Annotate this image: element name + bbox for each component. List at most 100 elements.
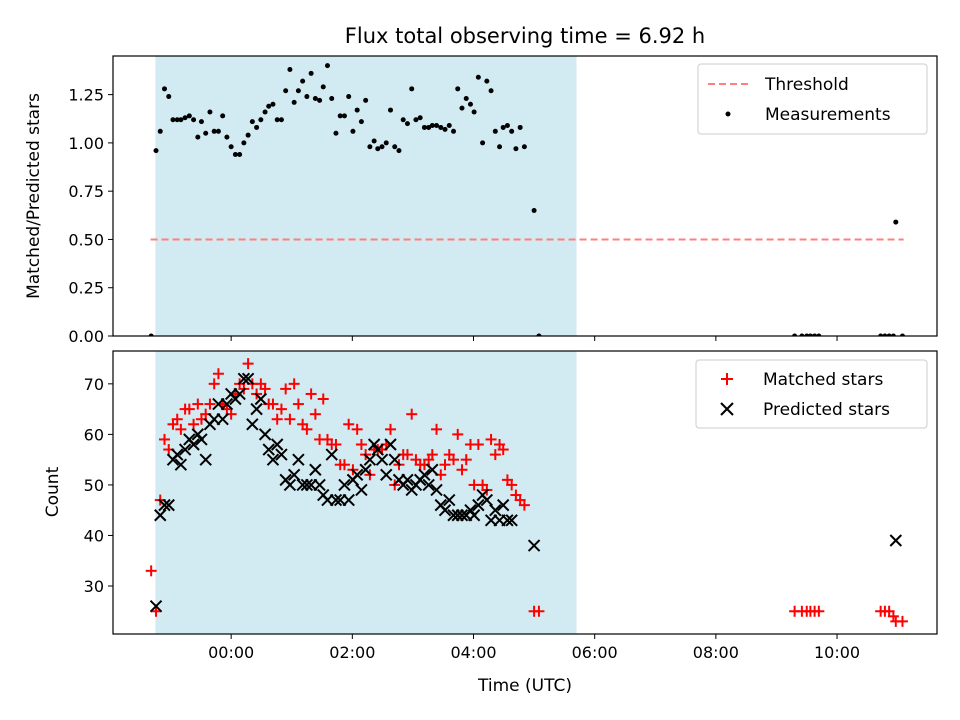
- data-point: [170, 117, 176, 123]
- data-point: [292, 398, 304, 410]
- data-point: [203, 130, 209, 136]
- legend-ratio-frame: [697, 63, 928, 135]
- data-point: [333, 130, 339, 136]
- data-point: [463, 95, 469, 101]
- x-tick-label: 02:00: [329, 643, 375, 662]
- data-point: [497, 144, 503, 150]
- data-point: [342, 493, 355, 507]
- data-point: [401, 449, 413, 461]
- data-point: [212, 368, 224, 380]
- data-point: [439, 459, 451, 471]
- data-point: [275, 448, 288, 461]
- data-point: [379, 144, 385, 150]
- data-point: [443, 493, 456, 507]
- data-point: [367, 144, 373, 150]
- data-point: [341, 113, 347, 119]
- data-point: [455, 509, 469, 522]
- data-point: [191, 117, 197, 123]
- data-point: [148, 333, 154, 336]
- data-point: [330, 438, 342, 450]
- data-point: [504, 123, 510, 129]
- data-point: [371, 443, 384, 456]
- data-point: [300, 478, 314, 492]
- data-point: [467, 509, 481, 522]
- data-point: [329, 493, 343, 507]
- data-point: [308, 70, 314, 76]
- x-tick-label: 10:00: [814, 643, 860, 662]
- data-point: [287, 468, 301, 482]
- data-point: [387, 107, 393, 113]
- data-point: [262, 443, 275, 456]
- data-point: [509, 128, 515, 134]
- data-point: [338, 459, 350, 471]
- data-point: [792, 333, 798, 336]
- data-point: [446, 123, 452, 129]
- data-point: [475, 74, 481, 80]
- data-point: [162, 86, 167, 92]
- data-point: [270, 101, 276, 107]
- data-point: [259, 383, 271, 395]
- legend-matched-swatch: [721, 373, 733, 385]
- data-point: [438, 124, 444, 130]
- data-point: [384, 423, 396, 435]
- data-point: [887, 610, 899, 622]
- data-point: [807, 333, 813, 336]
- data-point: [413, 117, 419, 123]
- data-point: [467, 101, 473, 107]
- observing-span-count: [155, 351, 577, 634]
- data-point: [174, 458, 188, 471]
- data-point: [430, 483, 443, 497]
- data-point: [521, 144, 527, 150]
- data-point: [242, 358, 254, 370]
- data-point: [195, 433, 208, 446]
- data-point: [178, 443, 192, 456]
- data-point: [288, 378, 300, 390]
- data-point: [893, 219, 899, 225]
- data-point: [158, 498, 171, 512]
- data-point: [456, 464, 468, 476]
- x-tick-label: 04:00: [450, 643, 496, 662]
- legend-matched-label: Matched stars: [763, 370, 883, 390]
- y-tick-label: 0.75: [68, 182, 104, 201]
- data-point: [283, 88, 289, 94]
- data-point: [178, 117, 184, 123]
- data-point: [241, 372, 255, 386]
- y-tick-label: 0.25: [68, 279, 104, 298]
- data-point: [500, 124, 506, 130]
- data-point: [271, 413, 283, 425]
- data-point: [166, 94, 172, 100]
- data-point: [485, 433, 497, 445]
- data-point: [304, 94, 310, 100]
- data-point: [287, 67, 293, 73]
- data-point: [363, 453, 377, 466]
- data-point: [422, 478, 435, 492]
- x-axis-label: Time (UTC): [477, 676, 572, 696]
- legend-measurements-swatch: [725, 111, 731, 117]
- data-point: [882, 333, 888, 336]
- data-point: [799, 333, 805, 336]
- data-point: [338, 478, 351, 492]
- data-point: [278, 117, 284, 123]
- data-point: [249, 119, 255, 125]
- data-point: [237, 151, 243, 157]
- data-point: [220, 113, 226, 119]
- data-point: [501, 514, 514, 527]
- data-point: [346, 94, 352, 100]
- panel-ratio: 0.00 0.25 0.50 0.75 1.00 1.25: [68, 55, 938, 346]
- data-point: [431, 423, 443, 435]
- data-point: [192, 398, 204, 410]
- data-point: [175, 423, 187, 435]
- data-point: [183, 403, 195, 415]
- data-point: [245, 132, 251, 138]
- data-point: [233, 387, 246, 401]
- data-point: [351, 423, 363, 435]
- figure-title: Flux total observing time = 6.92 h: [345, 24, 705, 48]
- y-tick-label: 30: [84, 577, 104, 596]
- legend-threshold-label: Threshold: [764, 75, 849, 95]
- x-tick-label: 06:00: [572, 643, 618, 662]
- data-point: [878, 333, 884, 336]
- data-point: [291, 99, 297, 105]
- data-point: [174, 117, 180, 123]
- data-point: [812, 333, 818, 336]
- data-point: [149, 599, 163, 613]
